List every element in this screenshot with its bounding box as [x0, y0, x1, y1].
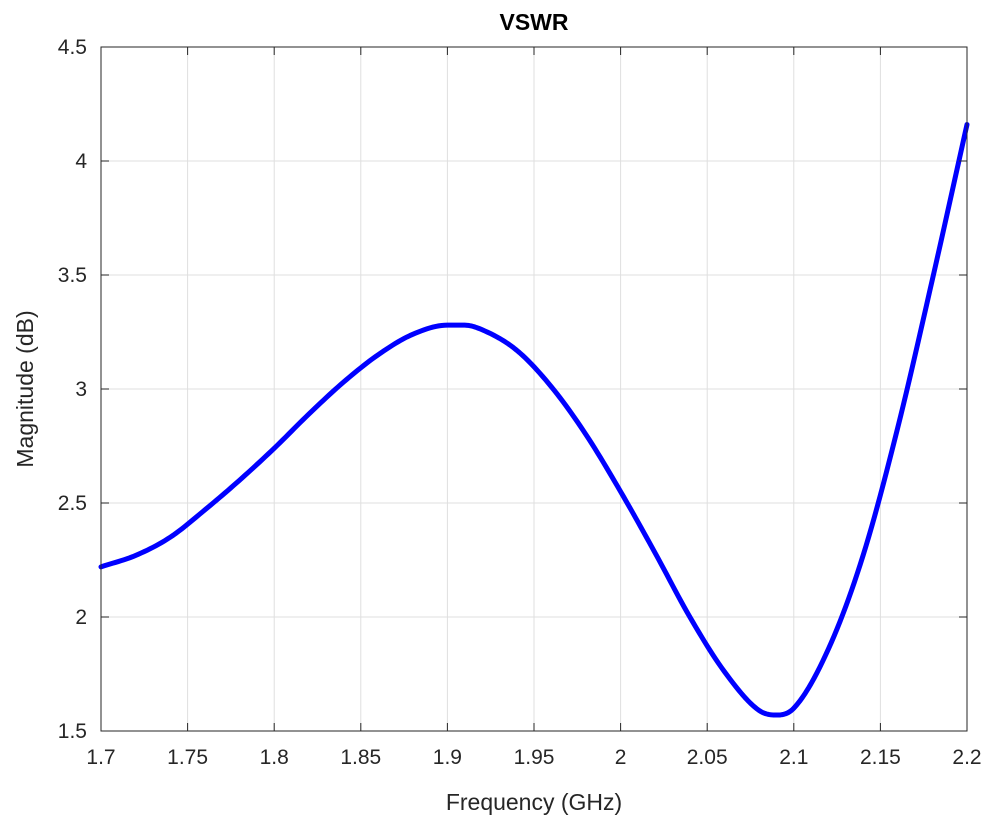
chart-title: VSWR [500, 9, 569, 35]
series-layer [98, 122, 970, 718]
y-tick-label: 3 [75, 378, 87, 401]
x-tick-label: 2.05 [687, 746, 728, 769]
y-tick-label: 4 [75, 150, 87, 173]
x-tick-label: 1.9 [433, 746, 462, 769]
x-tick-label: 1.8 [260, 746, 289, 769]
x-axis-label: Frequency (GHz) [446, 789, 622, 815]
x-tick-label: 1.85 [340, 746, 381, 769]
y-tick-label: 2 [75, 606, 87, 629]
y-tick-label: 2.5 [58, 492, 87, 515]
series-line-0 [98, 122, 970, 718]
ticks: 1.7 1.75 1.8 1.85 1.9 1.95 2 2.05 2.1 2.15 2.2 1.5 2… [58, 36, 982, 769]
x-tick-label: 1.7 [86, 746, 115, 769]
x-tick-label: 2 [615, 746, 627, 769]
x-tick-label: 2.15 [860, 746, 901, 769]
x-tick-label: 1.75 [167, 746, 208, 769]
x-tick-label: 1.95 [514, 746, 555, 769]
y-tick-label: 4.5 [58, 36, 87, 59]
x-tick-label: 2.1 [779, 746, 808, 769]
y-tick-label: 1.5 [58, 720, 87, 743]
y-axis-label: Magnitude (dB) [12, 310, 38, 467]
x-tick-label: 2.2 [952, 746, 981, 769]
y-tick-label: 3.5 [58, 264, 87, 287]
